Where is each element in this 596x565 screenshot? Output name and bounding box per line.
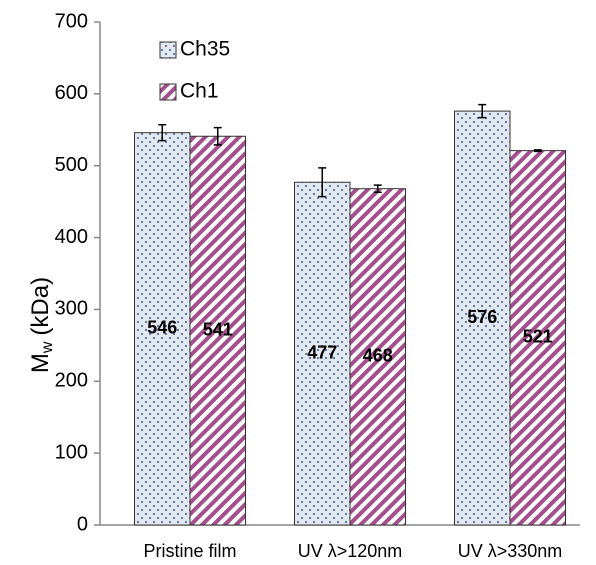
y-tick-label: 500 bbox=[55, 154, 88, 176]
error-bar bbox=[478, 103, 487, 119]
error-bar bbox=[533, 149, 542, 153]
value-label: 468 bbox=[363, 346, 393, 366]
x-tick-label: Pristine film bbox=[143, 541, 236, 561]
bar bbox=[294, 181, 351, 526]
y-tick-label: 100 bbox=[55, 441, 88, 463]
error-bar bbox=[318, 167, 327, 198]
error-bar bbox=[158, 124, 167, 142]
y-label-unit: (kDa) bbox=[27, 277, 54, 336]
value-label: 576 bbox=[467, 307, 497, 327]
value-label: 546 bbox=[147, 318, 177, 338]
bar bbox=[189, 135, 246, 526]
legend-label: Ch1 bbox=[180, 80, 219, 103]
legend-label: Ch35 bbox=[180, 38, 230, 61]
value-label: 477 bbox=[307, 342, 337, 362]
value-label: 541 bbox=[203, 319, 233, 339]
error-bar bbox=[213, 126, 222, 146]
y-tick-label: 300 bbox=[55, 298, 88, 320]
x-tick-label: UV λ>120nm bbox=[298, 541, 403, 561]
y-tick-label: 400 bbox=[55, 226, 88, 248]
legend-swatch bbox=[159, 83, 177, 101]
y-tick-label: 600 bbox=[55, 82, 88, 104]
bar bbox=[349, 188, 406, 526]
bar bbox=[454, 110, 511, 526]
y-tick-label: 0 bbox=[77, 513, 88, 535]
y-label-sub: w bbox=[39, 341, 56, 354]
y-tick-label: 700 bbox=[55, 10, 88, 32]
x-tick-label: UV λ>330nm bbox=[458, 541, 563, 561]
error-bar bbox=[373, 184, 382, 194]
value-label: 521 bbox=[523, 327, 553, 347]
legend-swatch bbox=[159, 41, 177, 59]
y-axis-label: Mw (kDa) bbox=[27, 277, 56, 373]
y-label-main: M bbox=[27, 353, 54, 373]
y-tick-label: 200 bbox=[55, 370, 88, 392]
